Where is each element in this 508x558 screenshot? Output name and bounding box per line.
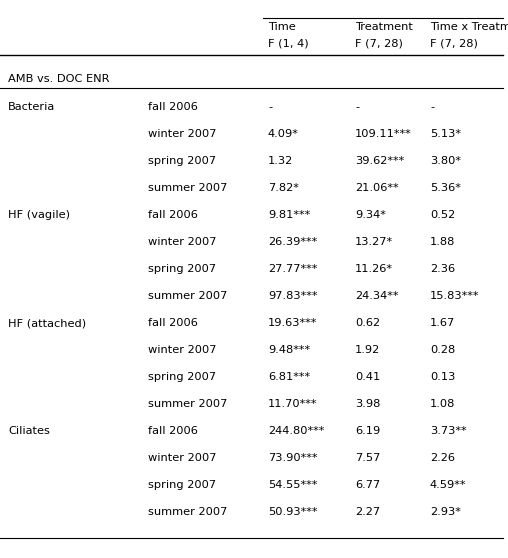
Text: F (1, 4): F (1, 4) xyxy=(268,38,309,48)
Text: winter 2007: winter 2007 xyxy=(148,129,216,139)
Text: 11.70***: 11.70*** xyxy=(268,399,318,409)
Text: 5.13*: 5.13* xyxy=(430,129,461,139)
Text: AMB vs. DOC ENR: AMB vs. DOC ENR xyxy=(8,74,110,84)
Text: 9.34*: 9.34* xyxy=(355,210,386,220)
Text: 2.36: 2.36 xyxy=(430,264,455,274)
Text: 97.83***: 97.83*** xyxy=(268,291,318,301)
Text: 244.80***: 244.80*** xyxy=(268,426,325,436)
Text: 5.36*: 5.36* xyxy=(430,183,461,193)
Text: winter 2007: winter 2007 xyxy=(148,237,216,247)
Text: winter 2007: winter 2007 xyxy=(148,345,216,355)
Text: 6.77: 6.77 xyxy=(355,480,380,490)
Text: 1.32: 1.32 xyxy=(268,156,293,166)
Text: 4.09*: 4.09* xyxy=(268,129,299,139)
Text: spring 2007: spring 2007 xyxy=(148,156,216,166)
Text: 6.81***: 6.81*** xyxy=(268,372,310,382)
Text: summer 2007: summer 2007 xyxy=(148,399,228,409)
Text: spring 2007: spring 2007 xyxy=(148,372,216,382)
Text: 2.93*: 2.93* xyxy=(430,507,461,517)
Text: 1.88: 1.88 xyxy=(430,237,455,247)
Text: 39.62***: 39.62*** xyxy=(355,156,404,166)
Text: 7.82*: 7.82* xyxy=(268,183,299,193)
Text: 0.28: 0.28 xyxy=(430,345,455,355)
Text: 3.80*: 3.80* xyxy=(430,156,461,166)
Text: F (7, 28): F (7, 28) xyxy=(430,38,478,48)
Text: 2.27: 2.27 xyxy=(355,507,380,517)
Text: 15.83***: 15.83*** xyxy=(430,291,480,301)
Text: HF (vagile): HF (vagile) xyxy=(8,210,70,220)
Text: -: - xyxy=(355,102,359,112)
Text: Treatment: Treatment xyxy=(355,22,413,32)
Text: summer 2007: summer 2007 xyxy=(148,291,228,301)
Text: 19.63***: 19.63*** xyxy=(268,318,318,328)
Text: fall 2006: fall 2006 xyxy=(148,318,198,328)
Text: F (7, 28): F (7, 28) xyxy=(355,38,403,48)
Text: -: - xyxy=(268,102,272,112)
Text: 1.92: 1.92 xyxy=(355,345,380,355)
Text: summer 2007: summer 2007 xyxy=(148,507,228,517)
Text: 0.13: 0.13 xyxy=(430,372,455,382)
Text: 9.48***: 9.48*** xyxy=(268,345,310,355)
Text: 3.73**: 3.73** xyxy=(430,426,467,436)
Text: fall 2006: fall 2006 xyxy=(148,102,198,112)
Text: 24.34**: 24.34** xyxy=(355,291,398,301)
Text: 50.93***: 50.93*** xyxy=(268,507,318,517)
Text: 6.19: 6.19 xyxy=(355,426,380,436)
Text: 2.26: 2.26 xyxy=(430,453,455,463)
Text: fall 2006: fall 2006 xyxy=(148,426,198,436)
Text: 0.41: 0.41 xyxy=(355,372,380,382)
Text: -: - xyxy=(430,102,434,112)
Text: 0.62: 0.62 xyxy=(355,318,380,328)
Text: 54.55***: 54.55*** xyxy=(268,480,318,490)
Text: spring 2007: spring 2007 xyxy=(148,480,216,490)
Text: HF (attached): HF (attached) xyxy=(8,318,86,328)
Text: 1.67: 1.67 xyxy=(430,318,455,328)
Text: Ciliates: Ciliates xyxy=(8,426,50,436)
Text: 3.98: 3.98 xyxy=(355,399,380,409)
Text: Bacteria: Bacteria xyxy=(8,102,55,112)
Text: 21.06**: 21.06** xyxy=(355,183,399,193)
Text: 109.11***: 109.11*** xyxy=(355,129,412,139)
Text: Time: Time xyxy=(268,22,296,32)
Text: 26.39***: 26.39*** xyxy=(268,237,318,247)
Text: 27.77***: 27.77*** xyxy=(268,264,318,274)
Text: 9.81***: 9.81*** xyxy=(268,210,310,220)
Text: 4.59**: 4.59** xyxy=(430,480,466,490)
Text: 11.26*: 11.26* xyxy=(355,264,393,274)
Text: 13.27*: 13.27* xyxy=(355,237,393,247)
Text: spring 2007: spring 2007 xyxy=(148,264,216,274)
Text: 7.57: 7.57 xyxy=(355,453,380,463)
Text: Time x Treatment: Time x Treatment xyxy=(430,22,508,32)
Text: 0.52: 0.52 xyxy=(430,210,455,220)
Text: fall 2006: fall 2006 xyxy=(148,210,198,220)
Text: 1.08: 1.08 xyxy=(430,399,455,409)
Text: 73.90***: 73.90*** xyxy=(268,453,318,463)
Text: summer 2007: summer 2007 xyxy=(148,183,228,193)
Text: winter 2007: winter 2007 xyxy=(148,453,216,463)
